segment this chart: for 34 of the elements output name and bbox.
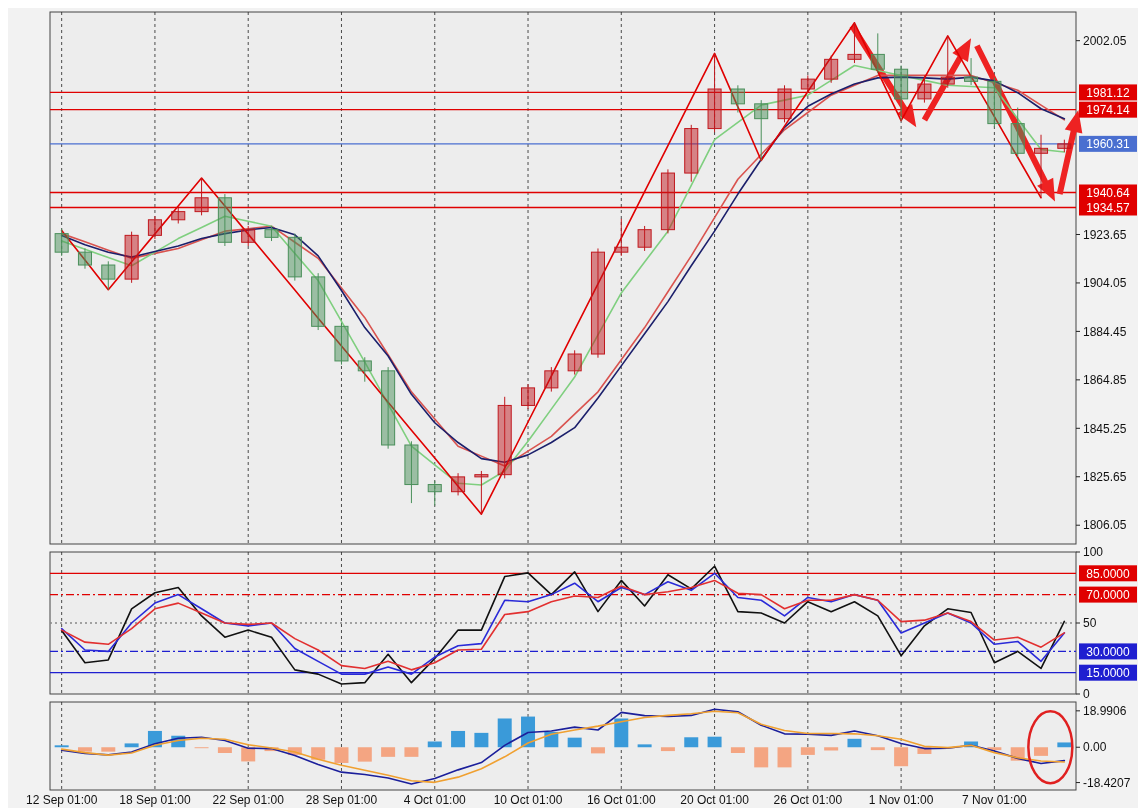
x-tick-label: 10 Oct 01:00 — [493, 793, 563, 807]
y-tick-label: 0.00 — [1083, 740, 1107, 755]
ref-line-label: 1934.57 — [1086, 200, 1131, 215]
y-tick-label: 18.9906 — [1083, 704, 1127, 719]
x-tick-label: 28 Sep 01:00 — [305, 793, 378, 807]
y-tick-label: 1884.45 — [1083, 324, 1127, 339]
y-tick-label: -18.4207 — [1083, 775, 1131, 790]
ref-line-label: 1960.31 — [1086, 137, 1131, 152]
ref-line-label: 15.0000 — [1086, 665, 1131, 680]
y-tick-label: 1923.65 — [1083, 227, 1127, 242]
x-tick-label: 7 Nov 01:00 — [962, 793, 1028, 807]
x-tick-label: 20 Oct 01:00 — [680, 793, 750, 807]
y-tick-label: 2002.05 — [1083, 33, 1127, 48]
y-tick-label: 50 — [1083, 616, 1097, 631]
y-tick-label: 1806.05 — [1083, 518, 1127, 533]
x-tick-label: 1 Nov 01:00 — [868, 793, 934, 807]
ref-line-label: 1940.64 — [1086, 185, 1131, 200]
y-tick-label: 1825.65 — [1083, 469, 1127, 484]
y-tick-label: 100 — [1083, 545, 1104, 560]
y-tick-label: 1904.05 — [1083, 276, 1127, 291]
y-tick-label: 1864.85 — [1083, 373, 1127, 388]
ref-line-label: 30.0000 — [1086, 644, 1131, 659]
x-tick-label: 26 Oct 01:00 — [773, 793, 843, 807]
x-tick-label: 16 Oct 01:00 — [586, 793, 656, 807]
ref-line-label: 85.0000 — [1086, 566, 1131, 581]
x-tick-label: 22 Sep 01:00 — [212, 793, 285, 807]
ref-line-label: 1981.12 — [1086, 85, 1131, 100]
ref-line-label: 70.0000 — [1086, 587, 1131, 602]
x-tick-label: 12 Sep 01:00 — [25, 793, 98, 807]
y-tick-label: 0 — [1083, 687, 1090, 702]
x-tick-label: 4 Oct 01:00 — [403, 793, 467, 807]
y-tick-label: 1845.25 — [1083, 421, 1127, 436]
ref-line-label: 1974.14 — [1086, 102, 1131, 117]
x-tick-label: 18 Sep 01:00 — [119, 793, 191, 807]
